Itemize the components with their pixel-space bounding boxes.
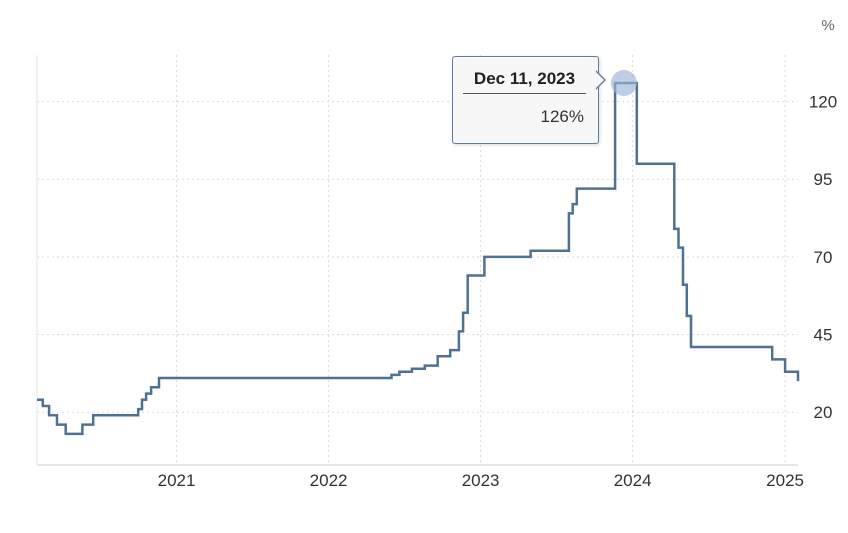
y-axis-ticks: 20 45 70 95 120 xyxy=(809,93,837,423)
unit-label: % xyxy=(821,17,834,34)
plot-area xyxy=(37,55,798,465)
x-tick-label: 2021 xyxy=(158,471,196,490)
y-tick-label: 20 xyxy=(814,403,833,422)
tooltip-pointer-fill xyxy=(595,71,604,89)
tooltip: Dec 11, 2023 126% xyxy=(452,56,599,144)
x-axis-ticks: 2021 2022 2023 2024 2025 xyxy=(158,471,804,490)
y-tick-label: 95 xyxy=(814,170,833,189)
y-tick-label: 45 xyxy=(814,326,833,345)
x-tick-label: 2024 xyxy=(614,471,652,490)
x-tick-label: 2022 xyxy=(310,471,348,490)
y-tick-label: 120 xyxy=(809,93,837,112)
tooltip-value: 126% xyxy=(540,107,584,126)
horizontal-gridlines xyxy=(37,101,798,413)
vertical-gridlines xyxy=(176,55,786,465)
series-line[interactable] xyxy=(37,81,800,436)
x-tick-label: 2023 xyxy=(462,471,500,490)
tooltip-date: Dec 11, 2023 xyxy=(463,69,586,94)
y-tick-label: 70 xyxy=(814,248,833,267)
x-tick-label: 2025 xyxy=(766,471,804,490)
highlight-marker[interactable] xyxy=(610,70,637,96)
